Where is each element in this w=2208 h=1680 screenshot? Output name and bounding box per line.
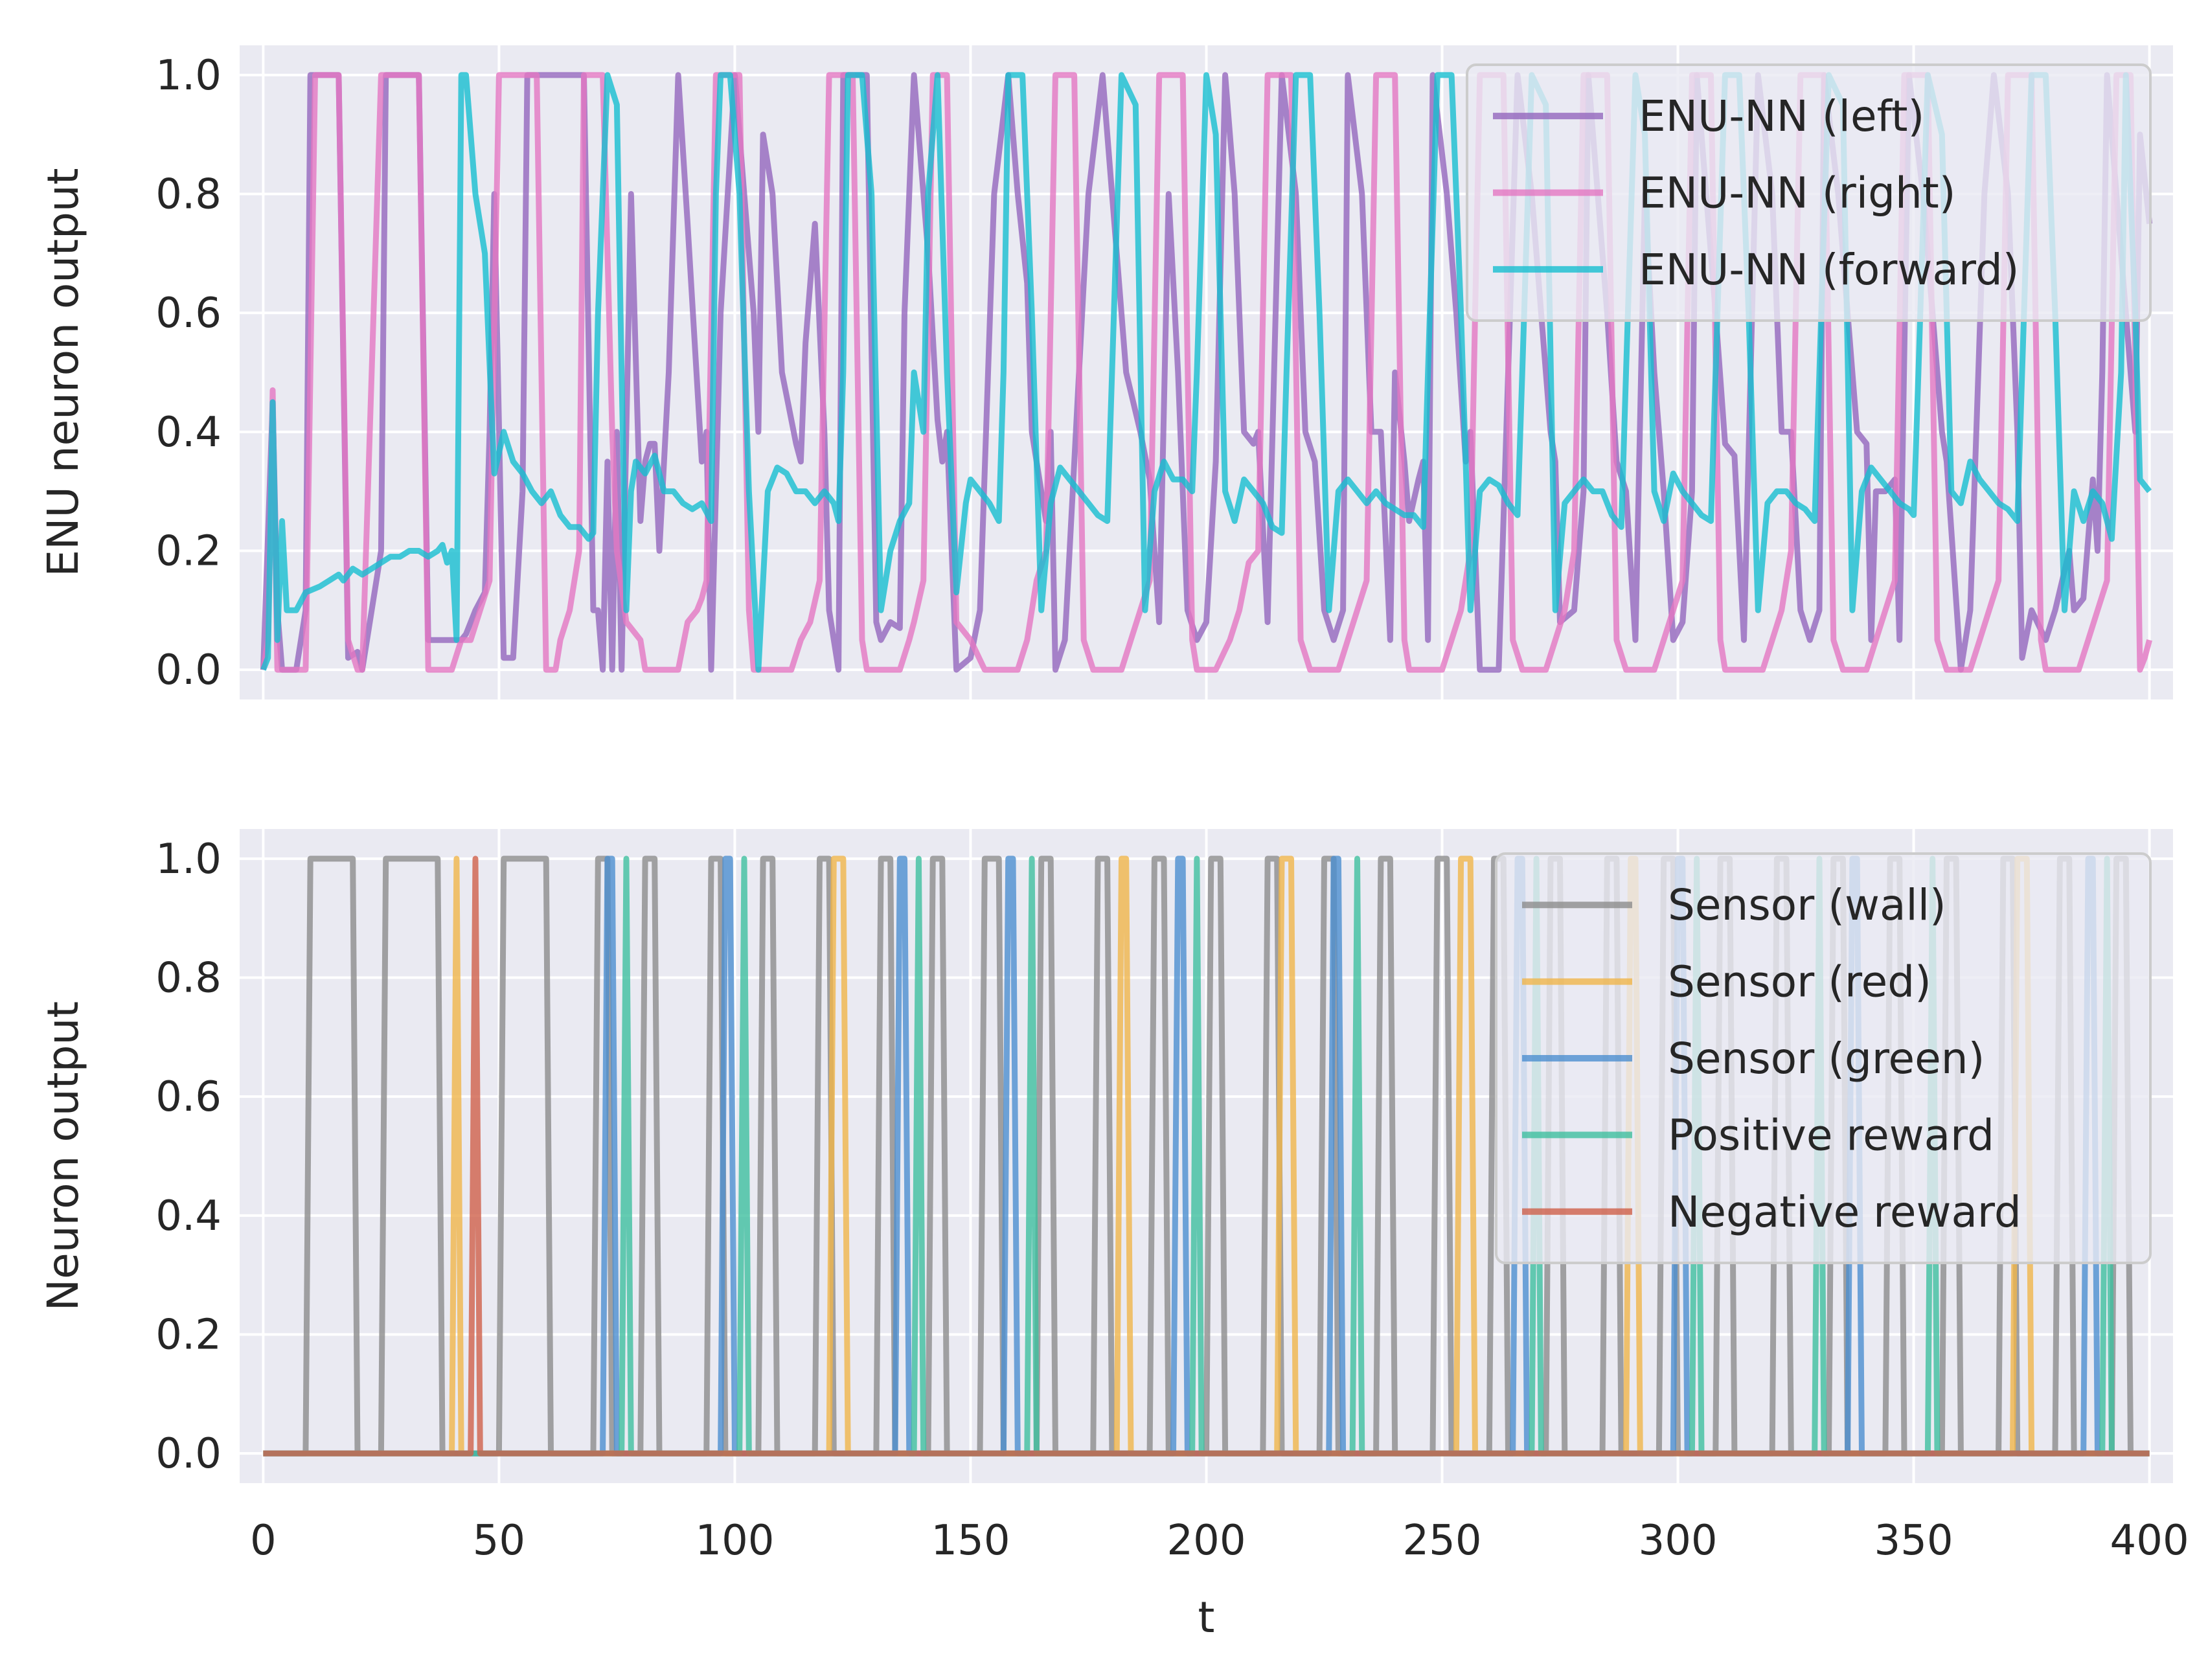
y-tick-label: 0.4 [155, 1192, 222, 1240]
y-tick-label: 0.8 [155, 955, 222, 1003]
legend-label: ENU-NN (forward) [1639, 245, 2019, 295]
top-panel: 0.0 0.2 0.4 0.6 0.8 1.0 ENU neuron output ENU-N… [38, 45, 2173, 699]
legend-label: ENU-NN (right) [1639, 168, 1956, 218]
y-tick-label: 1.0 [155, 52, 222, 100]
series-line-enu-nn-right [260, 72, 2152, 673]
y-axis-label: ENU neuron output [38, 168, 88, 576]
x-tick-label: 300 [1638, 1517, 1717, 1565]
series-line-enu-nn-forward [260, 72, 2152, 673]
y-tick-label: 0.2 [155, 527, 222, 575]
y-tick-label: 0.6 [155, 1073, 222, 1121]
y-tick-label: 1.0 [155, 835, 222, 883]
x-tick-label: 50 [473, 1517, 525, 1565]
x-tick-label: 0 [250, 1517, 277, 1565]
x-tick-label: 250 [1402, 1517, 1481, 1565]
x-tick-label: 200 [1167, 1517, 1246, 1565]
x-tick-label: 350 [1874, 1517, 1953, 1565]
legend-label: Sensor (red) [1668, 957, 1931, 1007]
y-tick-label: 0.8 [155, 171, 222, 219]
x-tick-label: 400 [2110, 1517, 2189, 1565]
legend-label: Positive reward [1668, 1110, 1994, 1160]
legend-box [1495, 852, 2152, 1264]
legend-label: Sensor (wall) [1668, 880, 1946, 930]
y-tick-label: 0.6 [155, 289, 222, 337]
y-tick-label: 0.0 [155, 1430, 222, 1478]
x-axis-label: t [1198, 1593, 1215, 1642]
series-layer [260, 72, 2153, 673]
y-tick-label: 0.2 [155, 1311, 222, 1359]
legend-label: Negative reward [1668, 1187, 2021, 1237]
y-tick-label: 0.4 [155, 409, 222, 457]
legend: Sensor (wall) Sensor (red) Sensor (green) P… [1495, 852, 2152, 1264]
y-tick-label: 0.0 [155, 646, 222, 694]
x-tick-label: 150 [931, 1517, 1010, 1565]
legend-label: ENU-NN (left) [1639, 91, 1924, 141]
x-tick-label: 100 [695, 1517, 774, 1565]
bottom-panel: 0 50 100 150 200 250 300 350 400 0.0 0.2 0.4 0.6 0.8 1… [38, 829, 2189, 1642]
legend: ENU-NN (left) ENU-NN (right) ENU-NN (forwa… [1466, 63, 2152, 322]
series-line-negative-reward [263, 856, 2150, 1457]
y-axis-label: Neuron output [38, 1001, 88, 1311]
legend-label: Sensor (green) [1668, 1034, 1985, 1084]
legend-box [1466, 63, 2152, 322]
